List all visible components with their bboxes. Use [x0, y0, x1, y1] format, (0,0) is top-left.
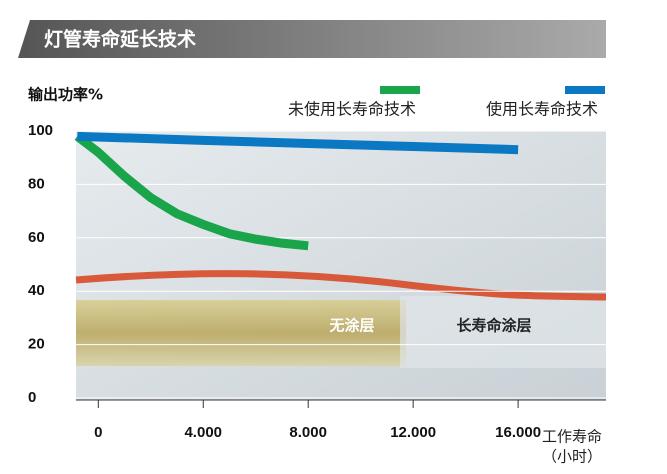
- x-tick-label: 8.000: [289, 424, 327, 441]
- series-line: [74, 132, 309, 251]
- y-axis-label: 输出功率%: [28, 86, 103, 104]
- x-tick-label: 0: [94, 424, 102, 441]
- legend-label: 未使用长寿命技术: [288, 100, 416, 119]
- x-tick-label: 16.000: [495, 424, 541, 441]
- x-axis-label: （小时）: [542, 448, 602, 466]
- y-tick-label: 60: [28, 229, 45, 246]
- legend-label: 使用长寿命技术: [486, 100, 598, 119]
- tube-photo: [76, 300, 406, 366]
- series-line: [77, 131, 519, 155]
- annotation: 长寿命涂层: [456, 317, 531, 335]
- x-axis-label: 工作寿命: [542, 428, 602, 446]
- y-tick-label: 100: [28, 122, 53, 139]
- x-tick-label: 12.000: [390, 424, 436, 441]
- x-tick-label: 4.000: [184, 424, 222, 441]
- chart-title: 灯管寿命延长技术: [44, 28, 196, 51]
- annotation: 无涂层: [328, 317, 374, 335]
- y-tick-label: 40: [28, 282, 45, 299]
- y-tick-label: 0: [28, 389, 36, 406]
- coated-tube-photo: [400, 296, 606, 368]
- title-bar: [18, 20, 606, 58]
- legend-swatch: [565, 86, 605, 94]
- y-tick-label: 20: [28, 336, 45, 353]
- wire-photo: [75, 270, 607, 301]
- legend-swatch: [380, 86, 420, 94]
- y-tick-label: 80: [28, 175, 45, 192]
